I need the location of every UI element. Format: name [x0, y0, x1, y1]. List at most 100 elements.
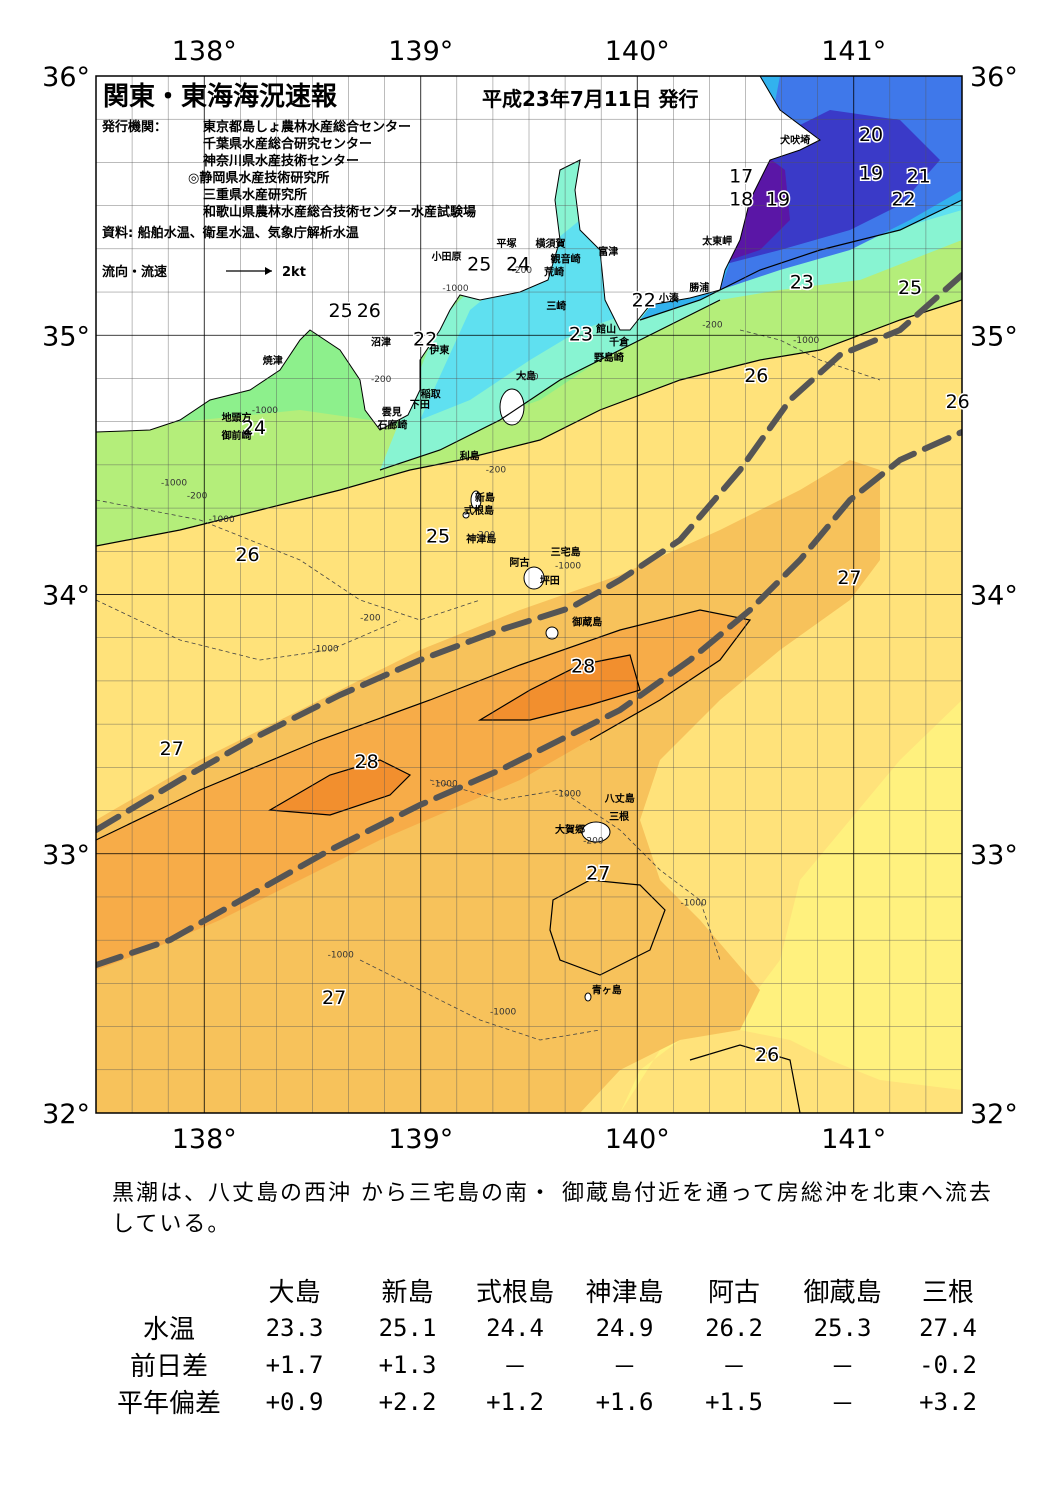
table-cell: － — [722, 1353, 746, 1381]
place-name: 伊東 — [428, 343, 449, 356]
publisher-org: 神奈川県水産技術センター — [203, 153, 359, 169]
place-name: 式根島 — [464, 504, 494, 517]
place-name: 御蔵島 — [571, 616, 602, 629]
latitude-tick: 36° — [970, 62, 1018, 93]
isotherm-label: 19 — [859, 163, 883, 185]
longitude-tick: 141° — [821, 36, 886, 67]
place-name: 平塚 — [497, 237, 517, 250]
longitude-tick: 140° — [605, 1124, 670, 1155]
sea-temperature-map: 138° 138° 139° 139° 140° 140° 141° 141° 36° 36° 35… — [42, 36, 1018, 1155]
place-name: 観音崎 — [551, 253, 581, 266]
kuroshio-south-edge — [96, 429, 962, 968]
place-name: 青ヶ島 — [592, 984, 622, 997]
latitude-tick: 34° — [970, 581, 1018, 612]
place-name: 三崎 — [546, 299, 566, 312]
station-name: 新島 — [381, 1278, 434, 1308]
issue-date: 平成23年7月11日 発行 — [482, 87, 699, 111]
station-name: 阿古 — [707, 1278, 760, 1308]
depth-label: -1000 — [252, 406, 278, 416]
stats-header-row: 大島 新島 式根島 神津島 阿古 御蔵島 三根 — [100, 1272, 996, 1309]
isotherm-label: 26 — [946, 391, 970, 413]
depth-label: -200 — [360, 613, 381, 623]
isotherm-label: 19 — [766, 189, 790, 211]
depth-label: -200 — [371, 375, 392, 385]
depth-label: -1000 — [681, 899, 707, 909]
latitude-tick: 32° — [42, 1099, 90, 1130]
longitude-tick: 141° — [821, 1124, 886, 1155]
map-frame — [95, 75, 963, 1114]
depth-labels: -200-1000-200-1000-1000-200-1000-200-100… — [161, 266, 820, 1017]
place-name: 神津島 — [466, 533, 496, 546]
degree-grid — [96, 76, 962, 1113]
place-name: 荒崎 — [543, 266, 564, 279]
depth-label: -200 — [702, 320, 723, 330]
place-name: 稲取 — [421, 387, 442, 400]
row-label: 前日差 — [129, 1352, 208, 1382]
depth-label: -1000 — [793, 336, 819, 346]
place-name: 犬吠埼 — [780, 133, 810, 146]
isotherm-label: 27 — [322, 987, 346, 1009]
place-name: 勝浦 — [689, 281, 709, 294]
isotherm-label: 22 — [891, 189, 915, 211]
station-name: 三根 — [921, 1278, 974, 1308]
row-label: 水温 — [142, 1315, 195, 1345]
publisher-org: ◎静岡県水産技術研究所 — [188, 170, 329, 186]
stats-row-normal-diff: 平年偏差 +0.9 +2.2 +1.2 +1.6 +1.5 － +3.2 — [100, 1383, 996, 1420]
isotherm-label: 28 — [571, 655, 595, 677]
axis-ticks: 138° 138° 139° 139° 140° 140° 141° 141° 36° 36° 35… — [42, 36, 1018, 1155]
place-name: 下田 — [410, 399, 430, 411]
table-cell: 27.4 — [919, 1313, 977, 1342]
place-name: 小田原 — [431, 250, 462, 263]
isotherm-label: 26 — [744, 365, 768, 387]
table-cell: 23.3 — [265, 1313, 324, 1342]
station-name: 御蔵島 — [803, 1278, 882, 1308]
depth-label: -200 — [486, 466, 507, 476]
flow-legend-speed: 2kt — [282, 265, 306, 280]
table-cell: +1.5 — [705, 1387, 763, 1416]
place-name: 館山 — [595, 323, 616, 336]
table-cell: +2.2 — [378, 1387, 437, 1416]
row-label: 平年偏差 — [116, 1389, 221, 1419]
depth-label: -200 — [187, 492, 208, 502]
place-name: 坪田 — [540, 574, 560, 587]
longitude-tick: 139° — [388, 1124, 453, 1155]
latitude-tick: 35° — [970, 321, 1018, 352]
station-stats-table: 大島 新島 式根島 神津島 阿古 御蔵島 三根 水温 23.3 25.1 24.… — [100, 1272, 996, 1420]
place-name: 御前崎 — [221, 429, 252, 442]
temp-band-28-east — [480, 655, 640, 720]
publisher-org: 三重県水産研究所 — [203, 187, 307, 203]
place-name: 太東岬 — [701, 235, 732, 248]
depth-label: -1000 — [490, 1007, 516, 1017]
publisher-org: 和歌山県農林水産総合技術センター水産試験場 — [203, 204, 476, 220]
place-name: 阿古 — [510, 556, 530, 569]
latitude-tick: 33° — [42, 840, 90, 871]
kuroshio-path — [96, 272, 962, 968]
isotherm-label: 25 — [329, 300, 353, 322]
depth-label: -200 — [518, 372, 539, 382]
place-name: 千倉 — [609, 336, 630, 349]
isotherm-label: 28 — [355, 751, 379, 773]
table-cell: +1.2 — [486, 1387, 544, 1416]
table-cell: 26.2 — [705, 1313, 763, 1342]
place-name: 野島崎 — [594, 351, 624, 364]
place-name: 小湊 — [658, 292, 680, 305]
isotherm-label: 18 — [729, 189, 753, 211]
isotherm-label: 22 — [413, 329, 437, 351]
isotherm-label: 23 — [569, 323, 593, 345]
place-name: 八丈島 — [604, 792, 635, 805]
stats-row-day-diff: 前日差 +1.7 +1.3 － － － － -0.2 — [100, 1346, 996, 1383]
isotherm-label: 23 — [790, 272, 814, 294]
table-cell: － — [612, 1353, 637, 1381]
station-name: 大島 — [268, 1278, 321, 1308]
isotherm-label: 24 — [242, 417, 266, 439]
station-name: 神津島 — [585, 1278, 664, 1308]
longitude-tick: 138° — [172, 1124, 237, 1155]
table-cell: +3.2 — [919, 1387, 977, 1416]
table-cell: 25.3 — [813, 1313, 872, 1342]
place-name: 大賀郷 — [555, 823, 585, 836]
depth-label: -200 — [475, 530, 496, 540]
isotherm-label: 27 — [586, 863, 610, 885]
flow-legend-arrowhead — [265, 267, 272, 275]
